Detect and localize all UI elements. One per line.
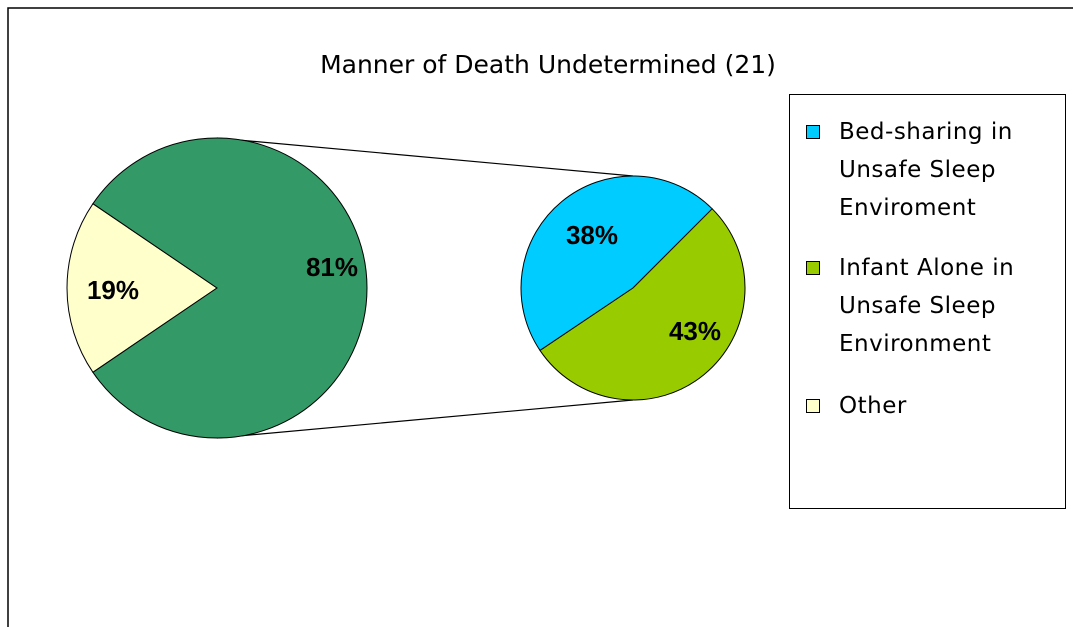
legend-label: Infant Alone in Unsafe Sleep Environment	[839, 255, 1015, 357]
legend-swatch	[806, 399, 820, 413]
legend-swatch	[806, 125, 820, 139]
pie-slice	[92, 137, 368, 439]
legend-label: Other	[839, 393, 907, 419]
data-label: 19%	[87, 275, 139, 305]
data-label: 81%	[306, 252, 358, 282]
connector-line	[216, 399, 634, 439]
connector-line	[216, 137, 634, 177]
legend-swatch	[806, 261, 820, 275]
legend-label: Bed-sharing in Unsafe Sleep Enviroment	[839, 119, 1013, 221]
pie-slice	[66, 202, 218, 374]
chart-title: Manner of Death Undetermined (21)	[320, 50, 776, 79]
pie-slice	[539, 208, 746, 401]
legend: Bed-sharing in Unsafe Sleep Enviroment In…	[789, 94, 1066, 509]
chart-frame	[7, 7, 1073, 627]
pie-slice	[520, 175, 713, 352]
data-label: 43%	[669, 316, 721, 346]
data-label: 38%	[566, 220, 618, 250]
